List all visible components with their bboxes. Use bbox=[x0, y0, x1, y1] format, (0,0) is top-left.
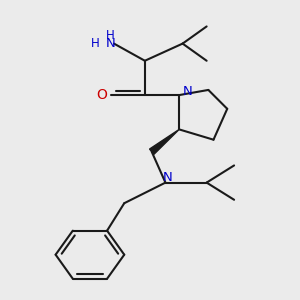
Polygon shape bbox=[150, 129, 179, 155]
Text: N: N bbox=[106, 37, 116, 50]
Text: H: H bbox=[91, 37, 100, 50]
Text: N: N bbox=[183, 85, 193, 98]
Text: H: H bbox=[106, 28, 115, 41]
Text: N: N bbox=[162, 171, 172, 184]
Text: O: O bbox=[97, 88, 107, 102]
